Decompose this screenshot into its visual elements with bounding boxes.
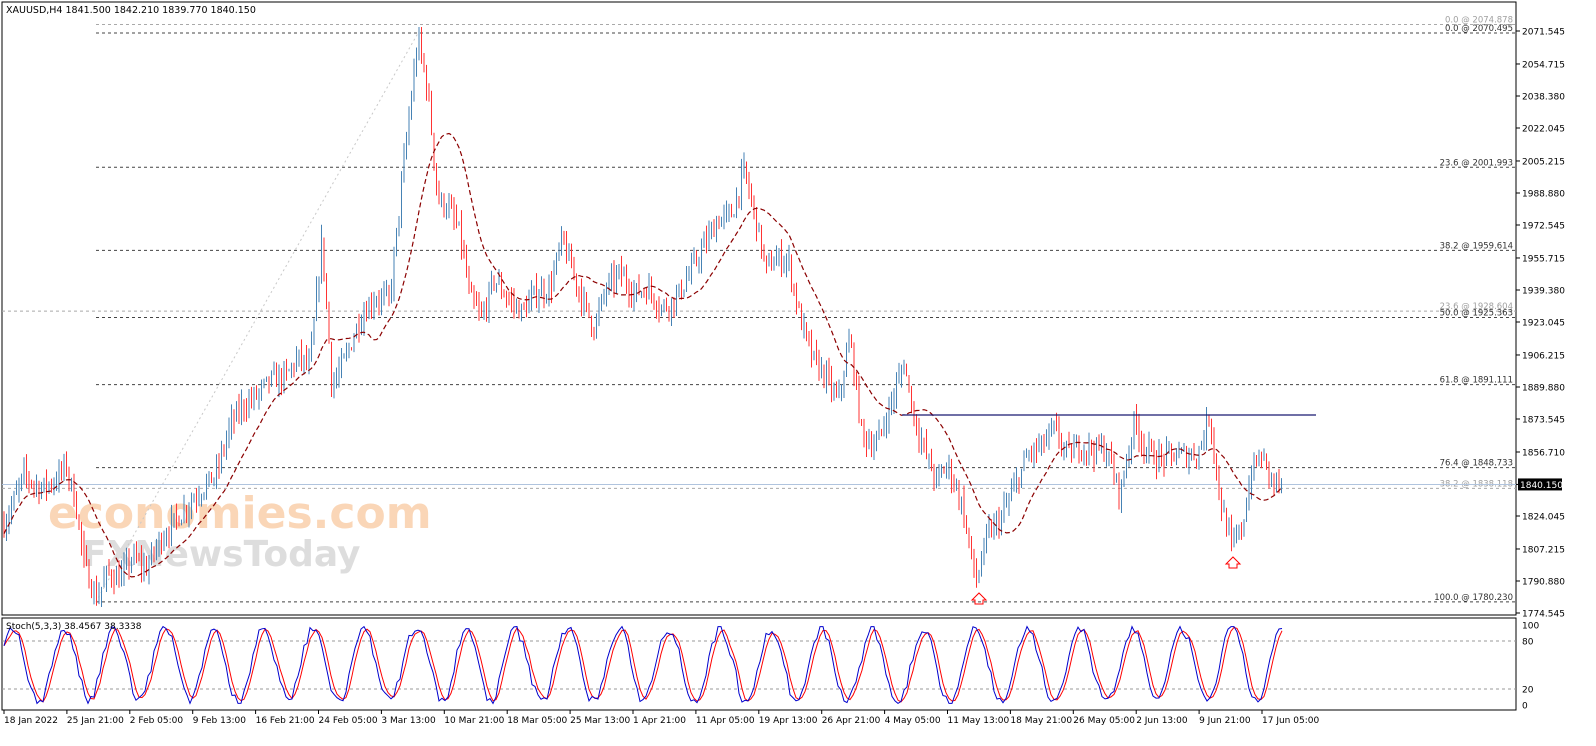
main-chart-frame bbox=[1, 1, 1517, 616]
price-tick-label: 2022.045 bbox=[1522, 125, 1565, 135]
price-tick-label: 1807.215 bbox=[1522, 545, 1565, 555]
time-axis: 18 Jan 2022 25 Jan 21:00 2 Feb 05:00 9 Feb … bbox=[3, 710, 1319, 726]
moving-average bbox=[3, 132, 1282, 578]
moving-average-line bbox=[3, 132, 1282, 578]
time-tick-label: 25 Mar 13:00 bbox=[570, 716, 630, 726]
time-tick-label: 25 Jan 21:00 bbox=[67, 716, 124, 726]
fib-level-label: 100.0 @ 1780.230 bbox=[1434, 593, 1513, 603]
time-tick-label: 11 May 13:00 bbox=[948, 716, 1010, 726]
time-tick-label: 26 May 05:00 bbox=[1073, 716, 1135, 726]
price-tick-label: 1856.710 bbox=[1522, 448, 1565, 458]
price-tick-label: 2038.380 bbox=[1522, 92, 1565, 102]
time-tick-label: 18 Mar 05:00 bbox=[507, 716, 567, 726]
fib-anchor-line bbox=[95, 32, 419, 603]
price-tick-label: 1923.045 bbox=[1522, 319, 1565, 329]
time-tick-label: 2 Jun 13:00 bbox=[1136, 716, 1188, 726]
price-tick-label: 2005.215 bbox=[1522, 157, 1565, 167]
fib-level-label: 23.6 @ 2001.993 bbox=[1440, 158, 1513, 168]
fib-level-label: 0.0 @ 2070.495 bbox=[1445, 24, 1513, 34]
stochastic-tick-label: 100 bbox=[1522, 622, 1539, 632]
time-tick-label: 26 Apr 21:00 bbox=[822, 716, 881, 726]
time-tick-label: 11 Apr 05:00 bbox=[696, 716, 755, 726]
fib-level-label: 61.8 @ 1891.111 bbox=[1440, 376, 1513, 386]
symbol-info: XAUUSD,H4 1841.500 1842.210 1839.770 184… bbox=[6, 5, 256, 16]
stochastic-tick-label: 20 bbox=[1522, 686, 1534, 696]
watermark-brand-bottom: FXNewsToday bbox=[82, 534, 361, 575]
fib-level-label: 50.0 @ 1925.363 bbox=[1440, 308, 1513, 318]
price-tick-label: 2054.715 bbox=[1522, 60, 1565, 70]
price-tick-label: 1774.545 bbox=[1522, 610, 1565, 620]
stochastic-main-line bbox=[3, 625, 1283, 705]
price-tick-label: 1988.880 bbox=[1522, 189, 1565, 199]
price-axis: 2071.545 2054.715 2038.380 2022.045 2005.215… bbox=[2, 28, 1565, 620]
price-tick-label: 1889.880 bbox=[1522, 383, 1565, 393]
time-tick-label: 9 Feb 13:00 bbox=[193, 716, 247, 726]
time-tick-label: 18 Jan 2022 bbox=[4, 716, 58, 726]
time-tick-label: 24 Feb 05:00 bbox=[319, 716, 378, 726]
fib-level-label: 0.0 @ 2074.878 bbox=[1445, 15, 1513, 25]
time-tick-label: 4 May 05:00 bbox=[885, 716, 941, 726]
price-tick-label: 2071.545 bbox=[1522, 28, 1565, 38]
stochastic-tick-label: 0 bbox=[1522, 702, 1528, 712]
price-tick-label: 1955.715 bbox=[1522, 254, 1565, 264]
stochastic-label: Stoch(5,3,3) 38.4567 38.3338 bbox=[6, 622, 142, 632]
price-tick-label: 1906.215 bbox=[1522, 351, 1565, 361]
time-tick-label: 3 Mar 13:00 bbox=[381, 716, 436, 726]
fib-level-label: 38.2 @ 1959.614 bbox=[1440, 241, 1513, 251]
time-tick-label: 1 Apr 21:00 bbox=[633, 716, 686, 726]
stochastic-signal-line bbox=[3, 626, 1283, 703]
time-tick-label: 16 Feb 21:00 bbox=[256, 716, 315, 726]
price-bars bbox=[3, 26, 1282, 608]
time-tick-label: 17 Jun 05:00 bbox=[1262, 716, 1319, 726]
time-tick-label: 9 Jun 21:00 bbox=[1199, 716, 1251, 726]
stochastic-oscillator: 100 80 20 0 bbox=[2, 622, 1539, 712]
time-tick-label: 19 Apr 13:00 bbox=[759, 716, 818, 726]
price-tick-label: 1790.880 bbox=[1522, 577, 1565, 587]
current-price-tag bbox=[1518, 478, 1562, 491]
up-arrow-icon bbox=[1224, 556, 1242, 569]
price-tick-label: 1972.545 bbox=[1522, 222, 1565, 232]
fib-level-label: 23.6 @ 1928.604 bbox=[1440, 302, 1513, 312]
time-tick-label: 2 Feb 05:00 bbox=[130, 716, 184, 726]
stochastic-tick-label: 80 bbox=[1522, 638, 1534, 648]
fib-level-label: 76.4 @ 1848.733 bbox=[1440, 459, 1513, 469]
price-tick-label: 1873.545 bbox=[1522, 416, 1565, 426]
price-tick-label: 1824.045 bbox=[1522, 513, 1565, 523]
watermark-brand-top: economies.com bbox=[48, 488, 432, 539]
time-tick-label: 18 May 21:00 bbox=[1010, 716, 1072, 726]
price-tick-label: 1939.380 bbox=[1522, 286, 1565, 296]
up-arrow-icon bbox=[970, 592, 988, 605]
time-tick-label: 10 Mar 21:00 bbox=[444, 716, 504, 726]
current-price-label: 1840.150 bbox=[1520, 481, 1563, 491]
